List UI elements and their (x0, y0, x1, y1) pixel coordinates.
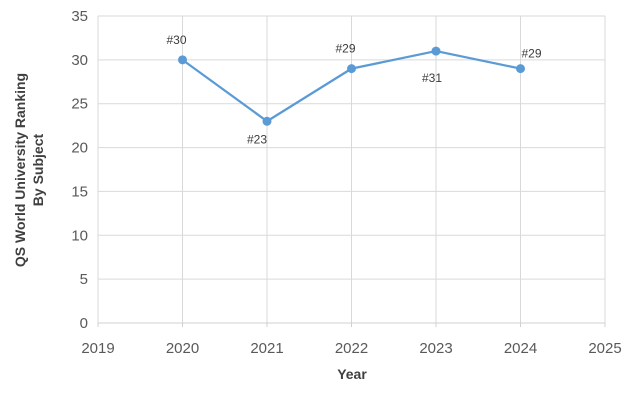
x-tick-label: 2023 (419, 340, 452, 357)
x-axis-title: Year (337, 366, 367, 382)
data-point-label: #23 (247, 132, 267, 146)
x-tick-label: 2022 (335, 340, 368, 357)
data-point-marker (262, 116, 272, 126)
x-tick-label: 2019 (81, 340, 114, 357)
data-point-marker (178, 55, 187, 65)
x-tick-label: 2024 (504, 340, 537, 357)
x-tick-label: 2020 (166, 340, 199, 357)
y-tick-label: 30 (71, 52, 88, 69)
y-tick-label: 25 (71, 96, 88, 113)
y-tick-label: 15 (71, 183, 88, 200)
data-point-label: #30 (166, 33, 186, 47)
data-point-marker (431, 46, 441, 56)
y-axis-title: QS World University Ranking By Subject (12, 20, 52, 320)
y-tick-label: 20 (71, 140, 88, 157)
data-point-label: #29 (335, 42, 355, 56)
x-tick-label: 2021 (250, 340, 283, 357)
data-point-marker (516, 64, 525, 74)
data-point-label: #29 (521, 47, 541, 61)
y-tick-label: 35 (71, 8, 88, 25)
x-tick-label: 2025 (588, 340, 621, 357)
y-tick-label: 0 (80, 315, 88, 332)
y-axis-title-line1: QS World University Ranking (12, 72, 28, 268)
data-point-label: #31 (422, 71, 442, 85)
y-tick-label: 10 (71, 227, 88, 244)
data-point-marker (347, 64, 356, 74)
y-tick-label: 5 (80, 271, 88, 288)
y-axis-title-line2: By Subject (29, 133, 46, 207)
